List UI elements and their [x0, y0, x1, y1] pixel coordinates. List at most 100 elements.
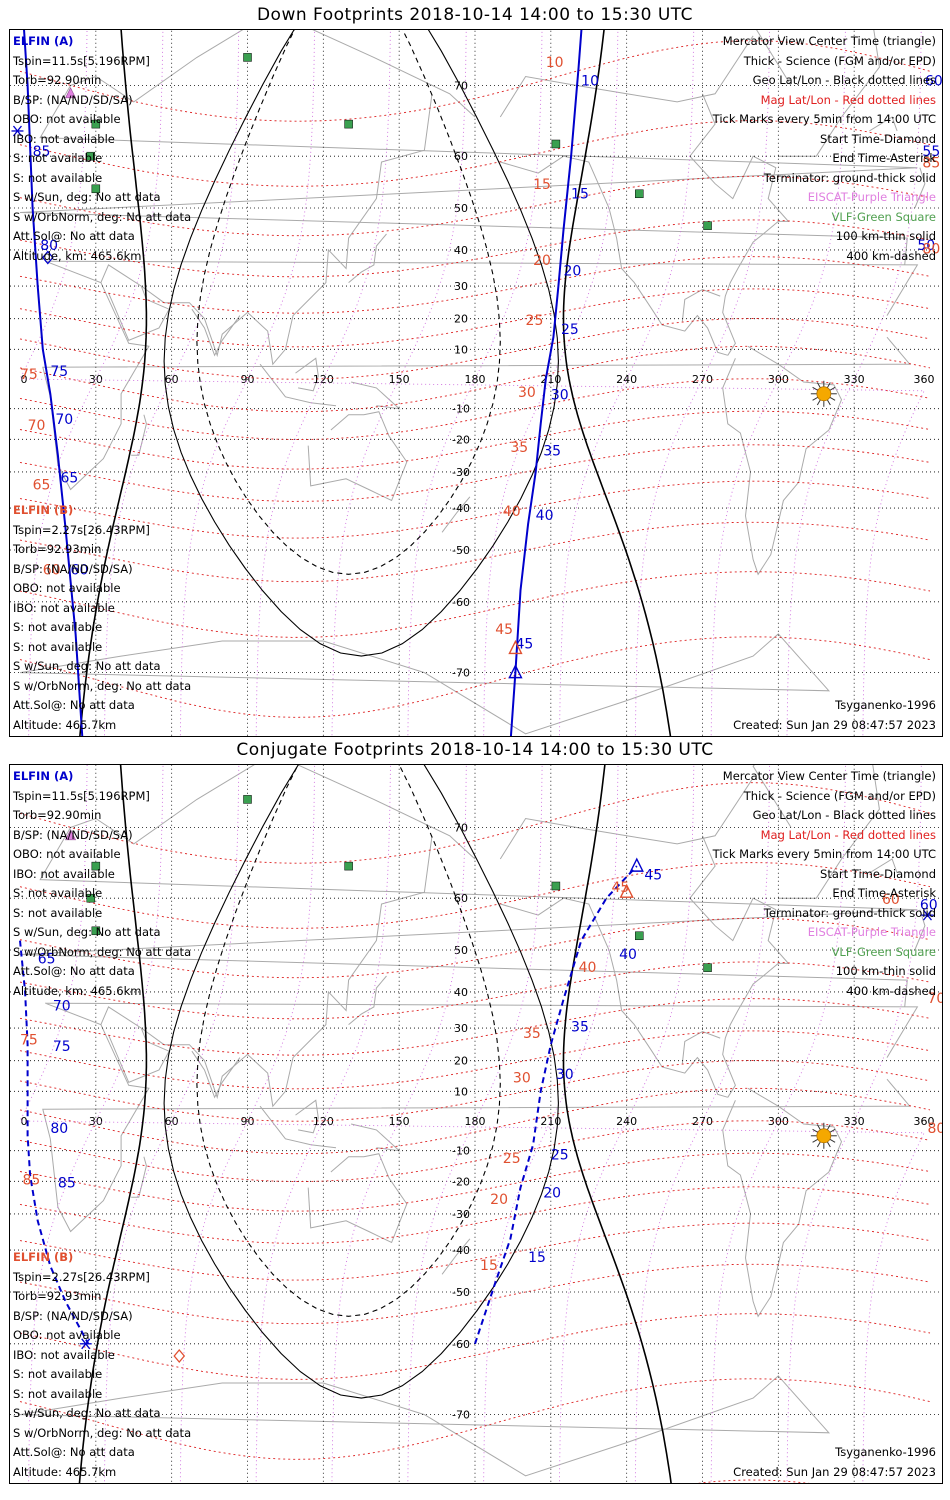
legend-entry: EISCAT-Purple Triangle	[807, 925, 936, 939]
mag-meridian	[255, 765, 391, 1483]
elfin-a-info: ELFIN (A) Tspin=11.5s[5.196RPM] Torb=92.90…	[13, 767, 191, 1001]
coastline-segment	[295, 357, 319, 392]
start-time-diamond	[41, 250, 54, 265]
elfin-b-time-tick: 25	[503, 1151, 521, 1167]
lon-tick-label: 30	[89, 1115, 103, 1128]
shadow-400km	[196, 30, 501, 575]
terminator-west	[78, 765, 148, 1483]
vlf-site-marker	[91, 184, 101, 194]
lon-tick-label: 240	[616, 1115, 637, 1128]
legend-entry: Tick Marks every 5min from 14:00 UTC	[712, 847, 936, 861]
vlf-site-marker	[344, 119, 353, 129]
mag-meridian	[634, 765, 771, 1483]
lat-tick-label: -70	[452, 667, 470, 680]
mag-meridian	[483, 30, 619, 736]
coastline-segment	[19, 30, 918, 265]
start-time-diamond	[173, 1348, 186, 1364]
mag-parallel	[19, 378, 931, 440]
elfin-a-time-tick: 75	[53, 1039, 71, 1055]
lat-tick-label: -20	[452, 433, 470, 446]
mag-meridian	[28, 765, 164, 1483]
elfin-a-time-tick: 60	[71, 562, 89, 578]
mag-parallel	[19, 40, 931, 122]
mag-parallel	[19, 345, 931, 413]
eiscat-site-marker	[65, 87, 77, 99]
mag-meridian	[104, 30, 240, 736]
elfin-a-info-line: Att.Sol@: No att data	[13, 229, 135, 243]
mag-meridian	[28, 30, 164, 736]
coastline-segment	[307, 1153, 408, 1244]
coastline-segment	[100, 835, 433, 1108]
elfin-b-time-tick: 85	[23, 1172, 41, 1188]
elfin-b-time-tick: 80	[927, 1121, 942, 1137]
mag-parallel	[19, 521, 931, 583]
elfin-a-time-tick: 80	[50, 1121, 68, 1137]
elfin-b-time-tick: 60	[882, 892, 900, 908]
elfin-a-time-tick: 60	[920, 898, 938, 914]
lon-tick-label: 30	[89, 373, 103, 386]
elfin-b-info-line: Tspin=2.27s[26.43RPM]	[13, 522, 150, 537]
elfin-b-info-line: OBO: not available	[13, 1328, 121, 1342]
legend-entry: Tick Marks every 5min from 14:00 UTC	[712, 112, 936, 126]
mag-parallel	[19, 120, 931, 187]
coastline-segment	[295, 1099, 319, 1134]
coastline-segment	[499, 35, 754, 118]
elfin-b-info-line: IBO: not available	[13, 600, 115, 615]
lat-tick-label: -70	[452, 1409, 470, 1422]
legend-entry: VLF-Green Square	[831, 944, 936, 959]
map-canvas: 0 30 60 90 120 150 180 210 240 270 300 330 360706050…	[10, 30, 942, 736]
elfin-b-info-line: OBO: not available	[13, 581, 121, 595]
lat-tick-label: -40	[452, 1244, 470, 1257]
lon-tick-label: 360	[914, 1115, 935, 1128]
legend-entry: Mercator View Center Time (triangle)	[722, 769, 936, 783]
coastline-segment	[191, 308, 241, 357]
elfin-b-time-tick: 70	[28, 418, 46, 434]
coastline-segment	[42, 1002, 919, 1233]
lon-tick-label: 180	[465, 1115, 486, 1128]
coastline-segment	[259, 363, 337, 407]
lon-tick-label: 270	[692, 1115, 713, 1128]
elfin-a-info-line: IBO: not available	[13, 131, 115, 146]
mag-meridian	[331, 30, 467, 736]
lon-tick-label: 60	[165, 1115, 179, 1128]
elfin-a-time-tick: 65	[38, 951, 56, 967]
lat-tick-label: -10	[452, 1145, 470, 1158]
lat-tick-label: 30	[454, 1022, 468, 1035]
elfin-b-time-tick: 40	[503, 504, 521, 520]
coastline-segment	[350, 381, 401, 410]
mag-parallel	[19, 571, 931, 638]
coastline-segment	[914, 167, 926, 209]
elfin-a-track-wrap	[19, 940, 90, 1345]
end-time-asterisk	[11, 125, 24, 137]
elfin-b-info-line: Torb=92.93min	[13, 1289, 102, 1303]
center-time-triangle	[508, 664, 523, 679]
elfin-b-time-tick: 35	[510, 440, 528, 456]
elfin-a-time-tick: 80	[40, 238, 58, 254]
center-time-triangle	[629, 857, 644, 872]
legend-entry: End Time-Asterisk	[832, 151, 936, 165]
lat-tick-label: -40	[452, 502, 470, 515]
elfin-a-track	[509, 30, 583, 736]
lat-tick-label: -30	[452, 1208, 470, 1221]
mag-parallel	[19, 1060, 931, 1122]
elfin-b-info-line: S w/Sun, deg: No att data	[13, 659, 161, 673]
elfin-a-info-line: IBO: not available	[13, 866, 115, 881]
mag-meridian	[786, 30, 922, 736]
lat-tick-label: -30	[452, 466, 470, 479]
lat-tick-label: 20	[454, 1055, 468, 1068]
model-label: Tsyganenko-1996	[835, 698, 936, 712]
elfin-a-track	[474, 865, 638, 1345]
lon-tick-label: 0	[21, 1115, 28, 1128]
lat-tick-label: 50	[454, 202, 468, 215]
elfin-a-time-tick: 70	[55, 412, 73, 428]
elfin-b-info-line: IBO: not available	[13, 1347, 115, 1362]
legend-entry: Terminator: ground-thick solid	[763, 170, 936, 185]
lon-tick-label: 150	[389, 373, 410, 386]
lat-tick-label: -10	[452, 403, 470, 416]
elfin-a-time-tick: 45	[515, 636, 533, 652]
mag-parallel	[19, 1152, 931, 1212]
model-label: Tsyganenko-1996	[835, 1445, 936, 1459]
elfin-a-info-line: S w/Sun, deg: No att data	[13, 190, 161, 204]
elfin-b-info-line: Altitude: 465.7km	[13, 1464, 117, 1479]
elfin-b-time-tick: 30	[518, 385, 536, 401]
